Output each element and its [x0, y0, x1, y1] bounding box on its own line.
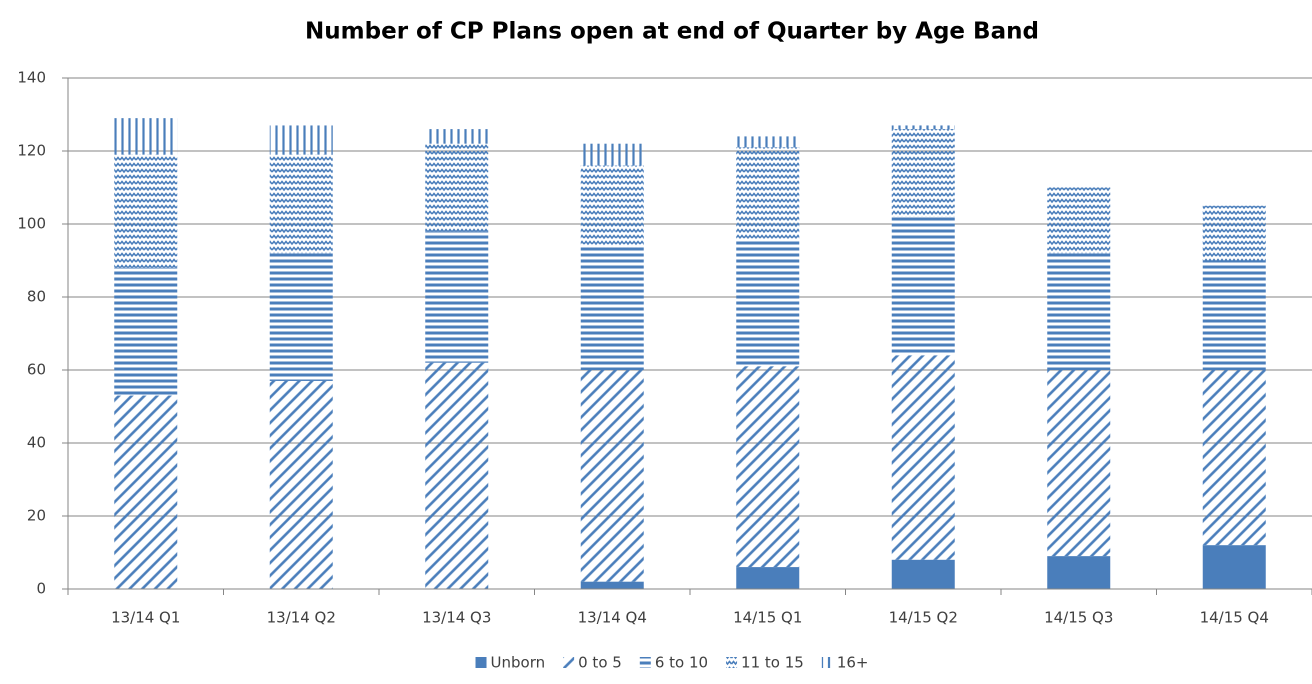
- legend-swatch: [639, 657, 651, 668]
- legend-swatch: [726, 657, 738, 668]
- bar-segment: [269, 125, 333, 155]
- y-tick-label: 100: [17, 215, 46, 233]
- bar-segment: [269, 154, 333, 254]
- y-tick-label: 80: [27, 288, 46, 306]
- bar-segment: [425, 231, 489, 363]
- x-tick-label: 14/15 Q1: [733, 609, 802, 627]
- bar-segment: [891, 129, 955, 217]
- bar-segment: [580, 581, 644, 589]
- legend-swatch: [821, 657, 833, 668]
- y-tick-label: 120: [17, 142, 46, 160]
- bar-segment: [580, 165, 644, 246]
- legend-swatch: [563, 657, 575, 668]
- bar-segment: [1202, 545, 1266, 589]
- x-tick-label: 13/14 Q2: [267, 609, 336, 627]
- bar-segment: [891, 559, 955, 589]
- bar-segment: [114, 118, 178, 155]
- bar-segment: [580, 245, 644, 370]
- legend-label: 11 to 15: [741, 654, 804, 672]
- bar-segment: [114, 267, 178, 396]
- legend-label: 0 to 5: [578, 654, 622, 672]
- y-tick-label: 140: [17, 69, 46, 87]
- bar-segment: [1047, 253, 1111, 370]
- x-tick-label: 14/15 Q2: [889, 609, 958, 627]
- bar-segment: [580, 370, 644, 582]
- y-tick-label: 20: [27, 507, 46, 525]
- bar-segment: [114, 395, 178, 589]
- bar-segment: [1202, 370, 1266, 546]
- chart-title: Number of CP Plans open at end of Quarte…: [305, 19, 1039, 45]
- bar-segment: [580, 143, 644, 166]
- x-tick-label: 14/15 Q3: [1044, 609, 1113, 627]
- bar-segment: [114, 154, 178, 268]
- bar-segment: [736, 238, 800, 367]
- legend-swatch: [475, 657, 487, 668]
- y-tick-label: 40: [27, 434, 46, 452]
- bar-segment: [736, 136, 800, 148]
- bar-segment: [891, 355, 955, 560]
- bar-segment: [1047, 370, 1111, 557]
- bar-segment: [736, 147, 800, 239]
- x-tick-label: 13/14 Q3: [422, 609, 491, 627]
- bar-segment: [425, 143, 489, 232]
- legend-label: 6 to 10: [655, 654, 708, 672]
- bar-segment: [269, 253, 333, 381]
- x-tick-label: 14/15 Q4: [1200, 609, 1269, 627]
- bar-segment: [1202, 260, 1266, 370]
- bar-segment: [891, 125, 955, 130]
- bar-segment: [1202, 205, 1266, 261]
- legend: Unborn 0 to 5 6 to 10 11 to 15 16+: [475, 654, 869, 672]
- bar-segment: [1047, 556, 1111, 589]
- y-tick-label: 0: [36, 580, 46, 598]
- x-tick-label: 13/14 Q4: [578, 609, 647, 627]
- y-tick-label: 60: [27, 361, 46, 379]
- bar-segment: [425, 362, 489, 589]
- bar-segment: [269, 380, 333, 589]
- bar-segment: [891, 216, 955, 356]
- bar-segment: [425, 129, 489, 144]
- x-tick-label: 13/14 Q1: [111, 609, 180, 627]
- legend-label: Unborn: [491, 654, 546, 672]
- bar-segment: [1047, 187, 1111, 254]
- legend-label: 16+: [837, 654, 869, 672]
- bar-segment: [736, 366, 800, 568]
- bar-segment: [736, 567, 800, 589]
